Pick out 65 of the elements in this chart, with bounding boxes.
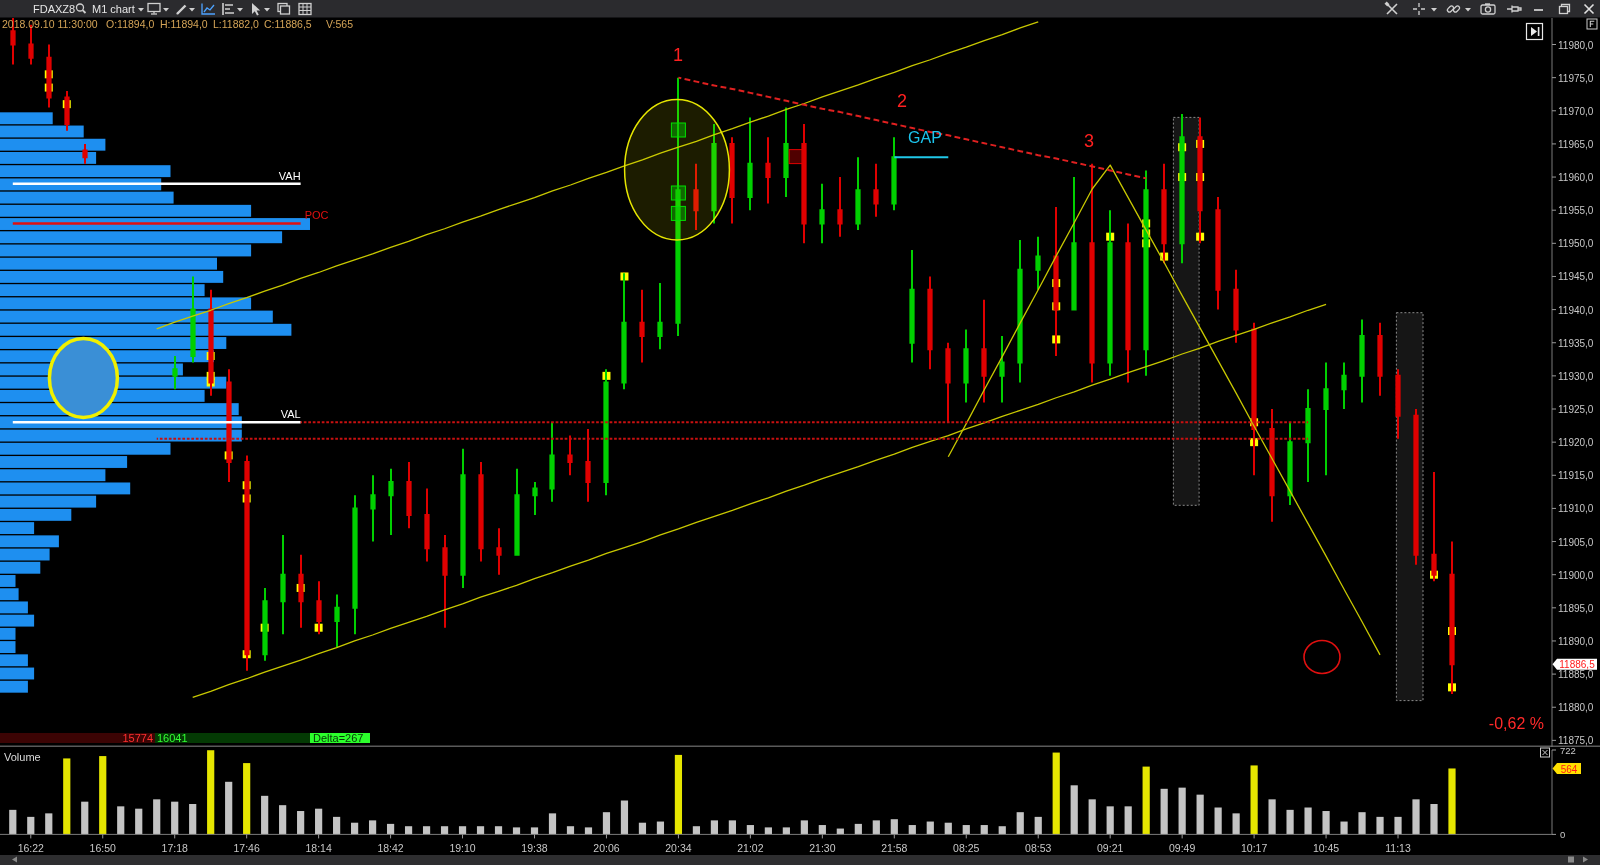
chart-subtitle: M1 chart	[92, 3, 135, 15]
x-tick-label: 10:45	[1312, 842, 1340, 855]
y-tick-label: 11955,0	[1558, 204, 1594, 216]
y-tick-label: 722	[1560, 744, 1576, 756]
annotation: Delta=267	[313, 732, 364, 744]
x-tick-label: 18:14	[305, 842, 332, 855]
y-tick-label: 11930,0	[1558, 370, 1594, 382]
text: 564	[1560, 763, 1578, 775]
y-tick-label: 11945,0	[1558, 270, 1594, 282]
chart-title: FDAXZ8	[33, 3, 76, 15]
annotation: 3	[1083, 130, 1095, 151]
y-tick-label: 11895,0	[1558, 602, 1594, 614]
y-tick-label: 11965,0	[1558, 138, 1594, 150]
y-tick-label: 11960,0	[1558, 171, 1594, 183]
y-tick-label: 11885,0	[1558, 668, 1594, 680]
x-tick-label: 19:10	[449, 842, 476, 855]
y-tick-label: 0	[1560, 828, 1566, 840]
annotation: -0,62 %	[1488, 715, 1544, 732]
x-tick-label: 11:13	[1385, 842, 1411, 855]
y-tick-label: 11915,0	[1558, 469, 1594, 481]
y-tick-label: 11950,0	[1558, 237, 1594, 249]
annotation: L:11882,0	[213, 18, 260, 30]
chart-title: Volume	[4, 751, 41, 763]
x-tick-label: 17:18	[161, 842, 188, 855]
annotation: 2	[896, 91, 908, 111]
series-label: VAL	[280, 408, 301, 421]
y-tick-label: 11935,0	[1558, 337, 1594, 349]
x-tick-label: 20:06	[593, 842, 620, 855]
text: 11886,5	[1559, 658, 1596, 670]
x-tick-label: 08:25	[953, 842, 980, 855]
y-tick-label: 11925,0	[1558, 403, 1594, 415]
annotation: 1	[672, 44, 684, 65]
annotation: C:11886,5	[264, 18, 312, 30]
x-tick-label: 21:58	[881, 842, 908, 855]
y-tick-label: 11970,0	[1558, 105, 1594, 117]
y-tick-label: 11940,0	[1558, 304, 1594, 316]
x-tick-label: 16:50	[89, 842, 117, 855]
annotation: 15774	[122, 732, 153, 744]
x-tick-label: 17:46	[233, 842, 260, 855]
x-tick-label: 18:42	[377, 842, 404, 855]
x-tick-label: 16:22	[17, 842, 45, 855]
series-label: POC	[304, 209, 329, 222]
y-tick-label: 11975,0	[1558, 72, 1594, 84]
y-tick-label: 11905,0	[1558, 536, 1594, 548]
annotation: GAP	[908, 128, 942, 146]
annotation: V:565	[326, 18, 354, 30]
x-tick-label: 19:38	[521, 842, 548, 855]
x-tick-label: 21:30	[809, 842, 836, 855]
y-tick-label: 11875,0	[1558, 734, 1594, 746]
y-tick-label: 11880,0	[1558, 701, 1594, 713]
annotation: 16041	[157, 732, 188, 744]
annotation: O:11894,0	[106, 18, 155, 30]
series-label: VAH	[278, 169, 301, 182]
x-tick-label: 08:53	[1025, 842, 1052, 855]
y-tick-label: 11900,0	[1558, 569, 1594, 581]
x-tick-label: 09:49	[1169, 842, 1196, 855]
x-tick-label: 10:17	[1240, 842, 1268, 855]
x-tick-label: 21:02	[737, 842, 764, 855]
y-tick-label: 11920,0	[1558, 436, 1594, 448]
y-tick-label: 11980,0	[1558, 39, 1594, 51]
annotation: H:11894,0	[160, 18, 208, 30]
x-tick-label: 20:34	[665, 842, 692, 855]
y-tick-label: 11890,0	[1558, 635, 1594, 647]
x-tick-label: 09:21	[1097, 842, 1124, 855]
y-tick-label: 11910,0	[1558, 502, 1594, 514]
